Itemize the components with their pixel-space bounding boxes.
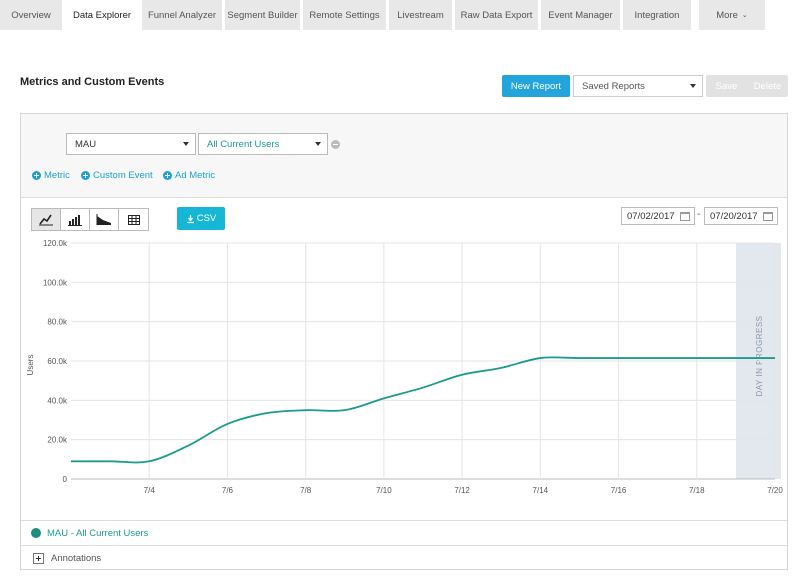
saved-reports-select[interactable]: Saved Reports xyxy=(573,75,703,97)
nav-tab-label: Remote Settings xyxy=(309,9,380,21)
x-tick-label: 7/14 xyxy=(533,486,549,495)
area-chart-icon xyxy=(96,214,111,225)
y-tick-label: 0 xyxy=(63,475,68,484)
series-line-mau xyxy=(70,356,775,464)
delete-button[interactable]: Delete xyxy=(753,80,782,92)
chart-type-toolbar xyxy=(31,208,149,231)
expand-plus-icon xyxy=(33,552,44,564)
plus-circle-icon xyxy=(32,171,41,180)
remove-metric-icon[interactable] xyxy=(331,140,340,149)
day-in-progress-label: DAY IN PROGRESS xyxy=(755,316,764,397)
nav-tab-more[interactable]: More ⌄ xyxy=(699,0,765,30)
y-tick-label: 80.0k xyxy=(47,318,68,327)
nav-tab-label: Segment Builder xyxy=(227,9,298,21)
area-chart-button[interactable] xyxy=(90,209,119,230)
y-tick-label: 20.0k xyxy=(47,436,68,445)
table-view-button[interactable] xyxy=(119,209,148,230)
x-tick-label: 7/8 xyxy=(300,486,312,495)
report-panel: MAU All Current Users Metric Custom Even… xyxy=(20,113,788,570)
nav-tab-integration[interactable]: Integration xyxy=(623,0,691,30)
metric-config: MAU All Current Users Metric Custom Even… xyxy=(21,114,787,198)
segment-select-value: All Current Users xyxy=(207,138,280,150)
page-title: Metrics and Custom Events xyxy=(20,76,165,88)
nav-tab-livestream[interactable]: Livestream xyxy=(389,0,452,30)
nav-tab-remote-settings[interactable]: Remote Settings xyxy=(303,0,386,30)
plus-circle-icon xyxy=(163,171,172,180)
date-to-value: 07/20/2017 xyxy=(710,210,758,222)
table-icon xyxy=(127,214,140,225)
chevron-down-icon: ⌄ xyxy=(741,12,748,19)
line-chart-icon xyxy=(39,214,53,226)
add-ad-metric-label: Ad Metric xyxy=(175,170,216,181)
x-tick-label: 7/6 xyxy=(222,486,234,495)
nav-tab-label: Livestream xyxy=(397,9,444,21)
nav-tab-label: Event Manager xyxy=(548,9,613,21)
saved-reports-label: Saved Reports xyxy=(582,80,645,92)
nav-tab-label: Data Explorer xyxy=(72,9,132,21)
y-tick-label: 120.0k xyxy=(43,239,68,248)
nav-tab-overview[interactable]: Overview xyxy=(0,0,62,30)
new-report-button[interactable]: New Report xyxy=(502,75,570,97)
bar-chart-button[interactable] xyxy=(61,209,90,230)
x-tick-label: 7/18 xyxy=(689,486,705,495)
y-tick-label: 40.0k xyxy=(47,396,68,405)
date-from-input[interactable]: 07/02/2017 xyxy=(621,207,695,225)
csv-label: CSV xyxy=(196,213,217,224)
caret-down-icon xyxy=(183,142,189,146)
bar-chart-icon xyxy=(68,215,82,226)
add-metric-link[interactable]: Metric xyxy=(32,170,70,181)
y-axis-label: Users xyxy=(26,355,35,376)
metric-select[interactable]: MAU xyxy=(66,133,196,155)
annotations-label: Annotations xyxy=(51,552,102,564)
nav-tab-raw-data-export[interactable]: Raw Data Export xyxy=(455,0,538,30)
nav-tab-label: Integration xyxy=(634,9,680,21)
download-icon xyxy=(186,214,194,223)
calendar-icon[interactable] xyxy=(680,212,690,221)
nav-tab-data-explorer[interactable]: Data Explorer xyxy=(65,0,139,30)
csv-download-button[interactable]: CSV xyxy=(177,207,225,230)
plus-circle-icon xyxy=(81,171,90,180)
line-chart-button[interactable] xyxy=(32,209,61,230)
add-custom-event-label: Custom Event xyxy=(93,170,153,181)
nav-tab-label: More xyxy=(716,9,738,21)
nav-tab-segment-builder[interactable]: Segment Builder xyxy=(225,0,300,30)
date-from-value: 07/02/2017 xyxy=(627,210,675,222)
x-tick-label: 7/12 xyxy=(454,486,470,495)
nav-tab-label: Funnel Analyzer xyxy=(147,9,217,21)
nav-tab-funnel-analyzer[interactable]: Funnel Analyzer xyxy=(142,0,222,30)
add-custom-event-link[interactable]: Custom Event xyxy=(81,170,153,181)
date-separator: - xyxy=(697,209,701,220)
calendar-icon[interactable] xyxy=(763,212,773,221)
metric-select-value: MAU xyxy=(75,138,97,150)
nav-tab-label: Raw Data Export xyxy=(460,9,533,21)
x-tick-label: 7/16 xyxy=(611,486,627,495)
top-nav: Overview Data Explorer Funnel Analyzer Segm… xyxy=(0,0,809,30)
mau-line-chart: DAY IN PROGRESS 0 20.0k 40.0k 60.0k 80.0k 100.… xyxy=(26,239,783,495)
y-tick-label: 60.0k xyxy=(47,357,68,366)
caret-down-icon xyxy=(315,142,321,146)
add-ad-metric-link[interactable]: Ad Metric xyxy=(163,170,215,181)
segment-select[interactable]: All Current Users xyxy=(198,133,328,155)
chart-legend[interactable]: MAU - All Current Users xyxy=(21,520,787,545)
add-metric-label: Metric xyxy=(44,170,70,181)
annotations-toggle[interactable]: Annotations xyxy=(21,545,787,570)
date-to-input[interactable]: 07/20/2017 xyxy=(704,207,778,225)
caret-down-icon xyxy=(690,84,696,88)
x-tick-label: 7/20 xyxy=(767,486,783,495)
legend-series-label: MAU - All Current Users xyxy=(47,527,149,539)
save-button[interactable]: Save xyxy=(715,80,738,92)
nav-tab-label: Overview xyxy=(11,9,51,21)
y-tick-label: 100.0k xyxy=(43,278,68,287)
nav-tab-event-manager[interactable]: Event Manager xyxy=(541,0,620,30)
save-delete-group: Save Delete xyxy=(706,75,788,97)
x-tick-label: 7/4 xyxy=(144,486,156,495)
x-tick-label: 7/10 xyxy=(376,486,392,495)
legend-series-dot xyxy=(31,528,41,538)
